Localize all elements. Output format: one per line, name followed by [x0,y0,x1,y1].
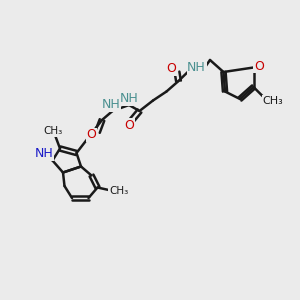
Text: NH: NH [187,61,206,74]
Text: CH₃: CH₃ [262,95,284,106]
Text: CH₃: CH₃ [43,126,62,136]
Text: CH₃: CH₃ [109,185,128,196]
Text: NH: NH [120,92,138,105]
Text: O: O [124,119,134,132]
Text: O: O [254,59,264,73]
Text: O: O [87,128,96,142]
Text: NH: NH [35,147,53,161]
Text: NH: NH [102,98,120,111]
Text: O: O [167,62,176,76]
